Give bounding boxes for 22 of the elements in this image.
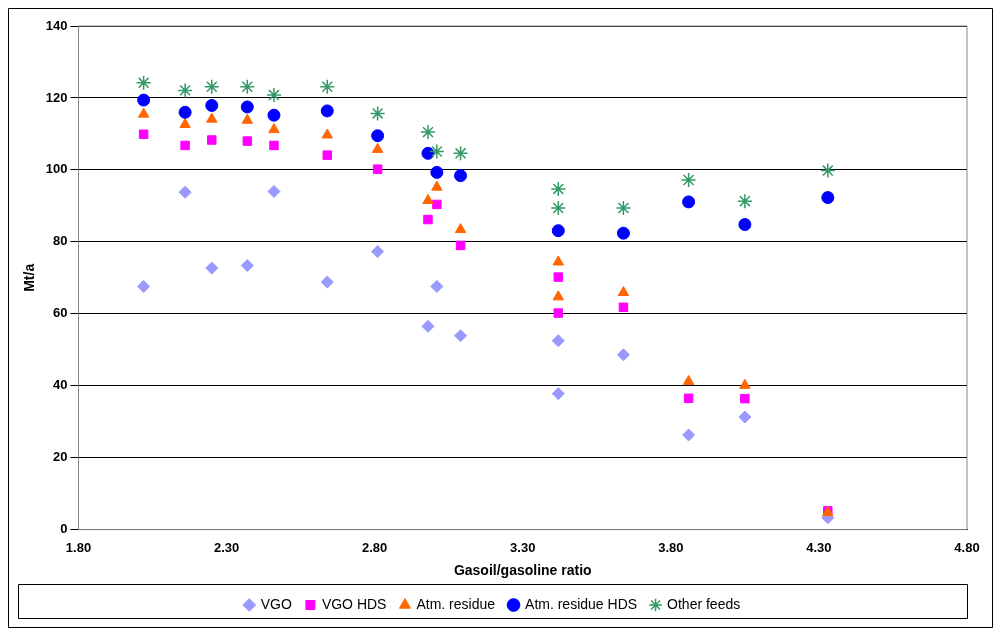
y-tick-label: 60 [53, 305, 68, 321]
y-tick-label: 120 [45, 89, 68, 105]
y-tick-label: 0 [60, 521, 68, 537]
x-tick-label: 2.30 [213, 539, 240, 555]
x-tick-label: 3.80 [658, 539, 684, 555]
legend-label: Atm. residue [416, 595, 496, 612]
y-tick-label: 40 [53, 377, 68, 393]
legend-label: VGO [260, 595, 292, 612]
x-tick-label: 4.80 [954, 539, 980, 555]
x-tick-label: 1.80 [65, 539, 92, 555]
legend-label: Atm. residue HDS [525, 595, 638, 612]
y-tick-label: 20 [53, 449, 68, 465]
y-axis-title: Mt/a [21, 263, 38, 292]
y-tick-label: 100 [45, 161, 68, 177]
x-axis-title: Gasoil/gasoline ratio [453, 562, 592, 579]
y-tick-label: 80 [53, 233, 68, 249]
x-tick-label: 4.30 [806, 539, 832, 555]
y-tick-label: 140 [45, 17, 68, 33]
legend-label: VGO HDS [321, 595, 387, 612]
x-tick-label: 2.80 [362, 539, 388, 555]
x-tick-label: 3.30 [510, 539, 536, 555]
legend-label: Other feeds [667, 595, 741, 612]
